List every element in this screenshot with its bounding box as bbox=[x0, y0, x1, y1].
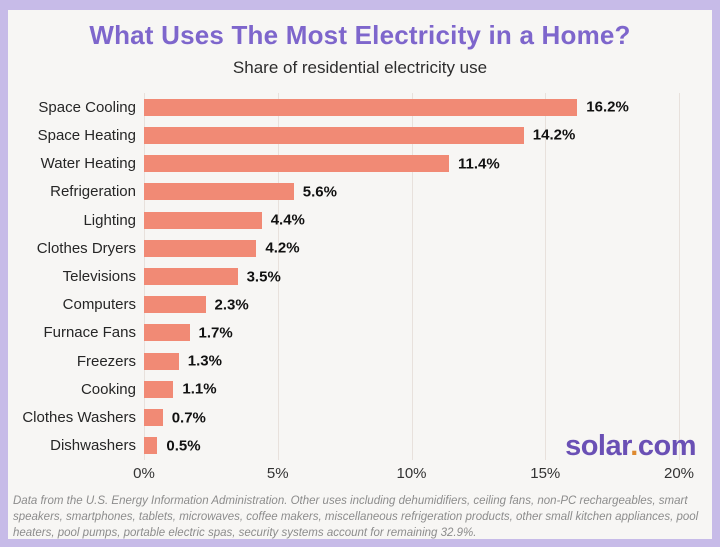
value-label: 16.2% bbox=[586, 98, 629, 116]
bar-track: 4.4% bbox=[144, 211, 712, 229]
chart-row: Lighting 4.4% bbox=[8, 206, 712, 234]
bar bbox=[144, 126, 524, 144]
gridline bbox=[679, 93, 680, 460]
bar-track: 1.1% bbox=[144, 380, 712, 398]
bar bbox=[144, 409, 163, 427]
gridline bbox=[277, 93, 279, 460]
chart-row: Computers 2.3% bbox=[8, 291, 712, 319]
bar bbox=[144, 380, 174, 398]
value-label: 11.4% bbox=[458, 155, 500, 173]
value-label: 4.2% bbox=[265, 239, 300, 257]
solar-com-logo: solar.com bbox=[565, 430, 696, 463]
bar-track: 0.5% bbox=[144, 437, 712, 455]
x-axis: 0% 5% 10% 15% 20% bbox=[133, 465, 694, 485]
chart-row: Freezers 1.3% bbox=[8, 347, 712, 375]
bar bbox=[144, 183, 294, 201]
bar bbox=[144, 155, 449, 173]
bar-track: 5.6% bbox=[144, 183, 712, 201]
gridline bbox=[545, 93, 547, 460]
chart-row: Water Heating 11.4% bbox=[8, 149, 712, 177]
x-tick-label: 5% bbox=[266, 465, 289, 482]
bar-track: 4.2% bbox=[144, 239, 712, 257]
value-label: 2.3% bbox=[214, 296, 249, 314]
bar bbox=[144, 268, 238, 286]
bar-track: 3.5% bbox=[144, 268, 712, 286]
category-label: Computers bbox=[62, 296, 136, 314]
value-label: 14.2% bbox=[532, 126, 576, 144]
category-label: Clothes Dryers bbox=[36, 239, 136, 257]
chart-row: Clothes Dryers 4.2% bbox=[8, 234, 712, 262]
value-label: 1.1% bbox=[182, 380, 217, 398]
value-label: 0.5% bbox=[166, 437, 201, 455]
category-label: Televisions bbox=[62, 268, 136, 286]
footnote: Data from the U.S. Energy Information Ad… bbox=[13, 495, 699, 540]
infographic-panel: What Uses The Most Electricity in a Home… bbox=[8, 10, 712, 539]
x-tick-label: 20% bbox=[663, 465, 695, 482]
chart-row: Refrigeration 5.6% bbox=[8, 178, 712, 206]
bar-chart: Space Cooling 16.2% Space Heating 14.2% Wate… bbox=[8, 93, 712, 482]
chart-subtitle: Share of residential electricity use bbox=[232, 58, 488, 77]
chart-row: Space Heating 14.2% bbox=[8, 121, 712, 149]
gridline bbox=[411, 93, 413, 460]
chart-row: Cooking 1.1% bbox=[8, 375, 712, 403]
bar-track: 2.3% bbox=[144, 296, 712, 314]
logo-text-solar: solar bbox=[565, 430, 631, 462]
bar-track: 1.3% bbox=[144, 352, 712, 370]
bar bbox=[144, 211, 262, 229]
category-label: Freezers bbox=[76, 352, 136, 370]
category-label: Space Heating bbox=[37, 126, 136, 144]
value-label: 0.7% bbox=[171, 409, 206, 427]
category-label: Furnace Fans bbox=[43, 324, 136, 342]
value-label: 3.5% bbox=[246, 268, 281, 286]
bar-track: 0.7% bbox=[144, 409, 712, 427]
bar-track: 16.2% bbox=[144, 98, 712, 116]
category-label: Space Cooling bbox=[38, 98, 136, 116]
value-label: 1.7% bbox=[198, 324, 233, 342]
bar bbox=[144, 239, 257, 257]
chart-row: Furnace Fans 1.7% bbox=[8, 319, 712, 347]
category-label: Dishwashers bbox=[50, 437, 136, 455]
bar bbox=[144, 296, 206, 314]
bar-track: 11.4% bbox=[144, 155, 712, 173]
logo-dot: . bbox=[630, 430, 638, 462]
x-tick-label: 15% bbox=[530, 465, 561, 482]
chart-row: Space Cooling 16.2% bbox=[8, 93, 712, 121]
category-label: Clothes Washers bbox=[22, 409, 136, 427]
chart-rows: Space Cooling 16.2% Space Heating 14.2% Wate… bbox=[8, 93, 712, 460]
bar bbox=[144, 352, 179, 370]
category-label: Refrigeration bbox=[50, 183, 136, 201]
bar-track: 1.7% bbox=[144, 324, 712, 342]
category-label: Cooking bbox=[80, 380, 136, 398]
bar bbox=[144, 437, 158, 455]
logo-text-com: com bbox=[637, 430, 697, 462]
chart-row: Televisions 3.5% bbox=[8, 262, 712, 290]
value-label: 1.3% bbox=[187, 352, 222, 370]
chart-title: What Uses The Most Electricity in a Home… bbox=[89, 20, 631, 50]
value-label: 4.4% bbox=[270, 211, 305, 229]
chart-row: Clothes Washers 0.7% bbox=[8, 404, 712, 432]
x-tick-label: 0% bbox=[133, 465, 155, 482]
value-label: 5.6% bbox=[302, 183, 337, 201]
chart-row: Dishwashers 0.5% bbox=[8, 432, 712, 460]
category-label: Lighting bbox=[83, 211, 136, 229]
bar bbox=[144, 324, 190, 342]
x-tick-label: 10% bbox=[396, 465, 427, 482]
bar bbox=[144, 98, 578, 116]
category-label: Water Heating bbox=[40, 155, 136, 173]
bar-track: 14.2% bbox=[144, 126, 712, 144]
